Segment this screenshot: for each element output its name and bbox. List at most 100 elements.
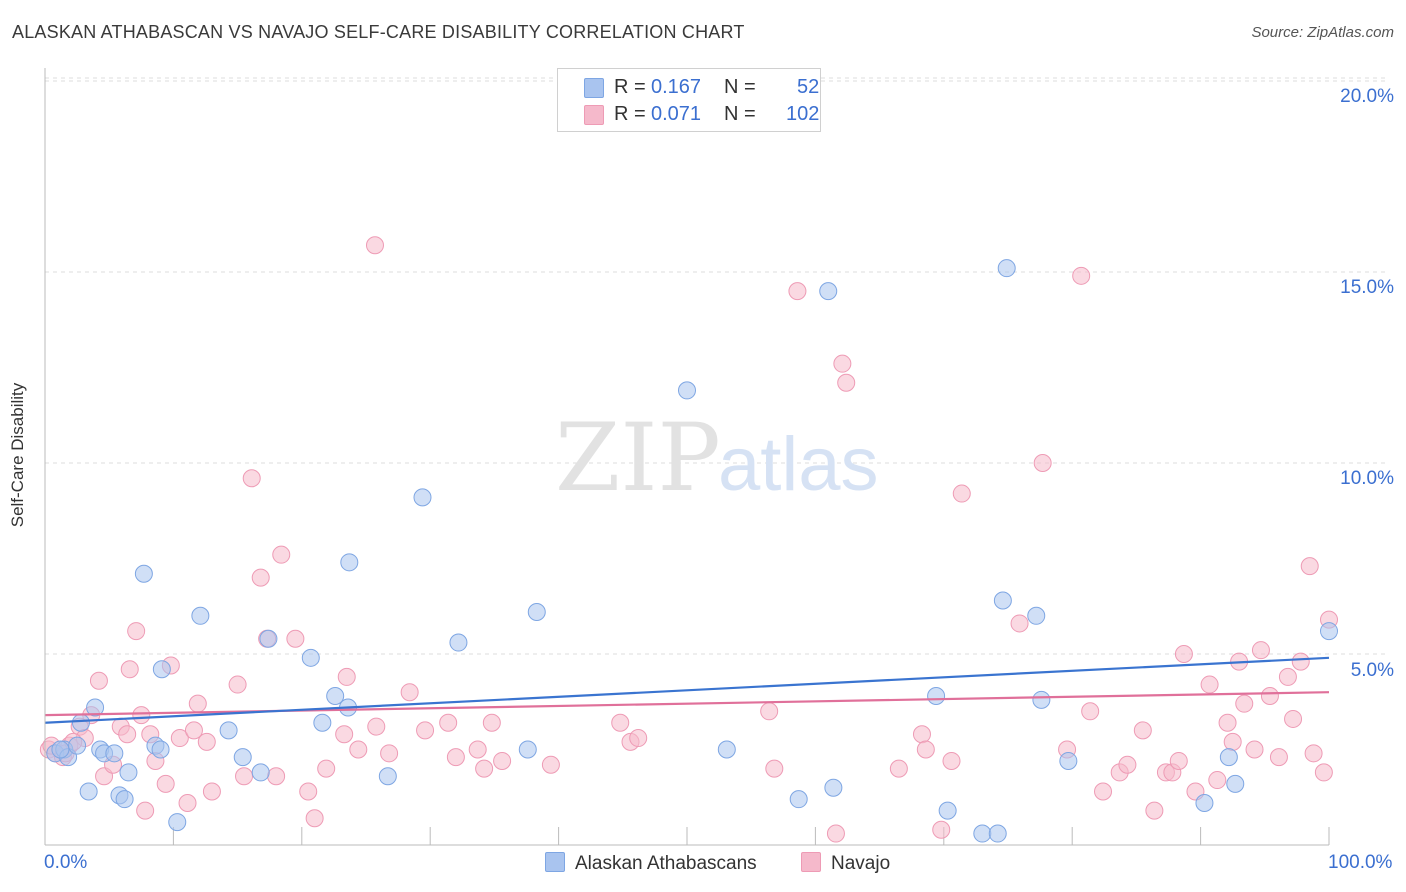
navajo-point [349,740,368,759]
legend-n-label: N = [724,103,756,125]
navajo-point [833,354,852,373]
watermark: ZIP atlas [555,404,879,513]
navajo-point [475,759,494,778]
navajo-point [1174,645,1193,663]
y-tick-label: 10.0% [1340,468,1394,489]
navajo-point [197,732,216,751]
navajo-point [1245,740,1264,759]
navajo-point [916,740,935,759]
navajo-point [1081,702,1100,721]
navajo-point [251,568,270,587]
navajo-point [952,484,971,503]
athabascan-point [938,801,957,820]
athabascan-point [678,381,696,400]
legend-swatch-pink [801,852,821,872]
navajo-points [39,236,1338,843]
navajo-point [1094,782,1113,801]
navajo-point [156,774,175,793]
navajo-point [178,793,197,812]
athabascan-point [1195,793,1214,812]
x-axis-ticks [44,827,1330,845]
athabascan-point [134,564,153,583]
athabascan-point [527,602,546,621]
navajo-point [184,721,203,740]
navajo-point [1260,687,1279,706]
athabascan-point [313,713,332,732]
athabascan-point [1219,748,1238,767]
athabascan-point [1032,690,1051,709]
navajo-point [120,660,139,679]
navajo-point [1304,744,1323,763]
athabascan-point [819,282,838,301]
navajo-point [765,759,784,778]
navajo-point [1072,266,1091,285]
source-credit: Source: ZipAtlas.com [1251,24,1394,41]
legend-swatch-blue [584,78,604,98]
legend-item-athabascans: Alaskan Athabascans [545,852,757,875]
athabascan-point [71,713,90,732]
legend-r-label: R = [614,76,646,98]
athabascan-point [115,790,134,809]
navajo-point [400,683,419,702]
athabascan-point [152,660,171,679]
athabascan-point [86,698,105,717]
athabascan-point [413,488,432,507]
navajo-point [1284,709,1303,728]
navajo-point [1314,763,1333,782]
navajo-point [1010,614,1029,633]
athabascan-point [301,648,320,667]
legend-r-value: 0.071 [651,103,702,125]
legend-r-label: R = [614,103,646,125]
legend-r-value: 0.167 [651,76,702,98]
legend-item-navajo: Navajo [801,852,890,875]
chart-title: ALASKAN ATHABASCAN VS NAVAJO SELF-CARE D… [12,22,745,42]
athabascan-point [717,740,736,759]
navajo-point [611,713,630,732]
legend-swatch-pink [584,105,604,125]
navajo-point [446,748,465,767]
stats-legend: R = 0.167 N = 52 R = 0.071 N = 102 [557,68,821,132]
navajo-point [1223,732,1242,751]
navajo-point [416,721,435,740]
navajo-point [1200,675,1219,694]
navajo-point [541,755,560,774]
athabascan-point [927,687,946,706]
axes [44,68,1329,846]
navajo-point [170,729,189,748]
athabascan-point [219,721,238,740]
legend-n-label: N = [724,76,756,98]
navajo-point [1118,755,1137,774]
navajo-point [118,725,137,744]
athabascan-point [824,778,843,797]
athabascan-point [340,553,359,572]
navajo-point [1208,771,1227,790]
navajo-point [837,373,856,392]
athabascan-point [68,736,87,755]
navajo-point [365,236,384,255]
athabascan-point [993,591,1012,610]
navajo-point [1300,557,1319,576]
navajo-point [468,740,487,759]
legend-swatch-blue [545,852,565,872]
legend-label: Navajo [831,853,891,874]
navajo-point [380,744,399,763]
navajo-point [337,667,356,686]
navajo-point [1235,694,1254,713]
navajo-point [299,782,318,801]
athabascan-trend-line [44,656,1330,724]
navajo-point [439,713,458,732]
navajo-point [1218,713,1237,732]
x-tick-label-max: 100.0% [1328,852,1393,873]
legend-label: Alaskan Athabascans [575,853,757,874]
legend-n-value: 52 [797,76,820,98]
navajo-point [826,824,845,843]
athabascan-point [326,687,345,706]
navajo-point [1033,454,1052,472]
athabascan-point [1027,606,1046,625]
athabascan-point [259,629,278,648]
athabascan-point [1320,622,1338,641]
navajo-point [1145,801,1164,820]
navajo-point [493,751,512,770]
athabascan-point [973,824,992,843]
